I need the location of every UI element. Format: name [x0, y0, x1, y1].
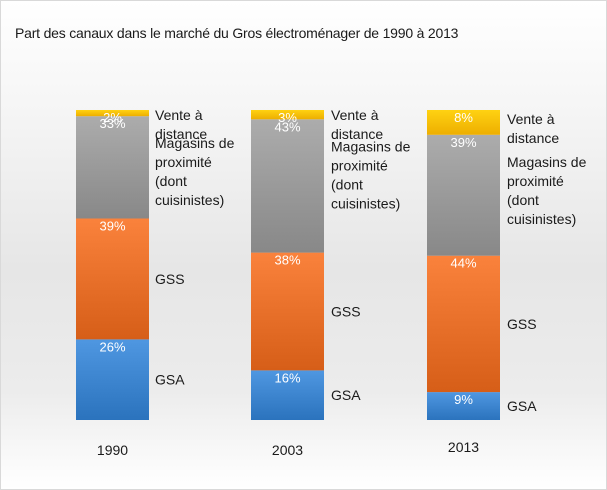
- x-tick-label: 1990: [97, 442, 128, 458]
- bar-segment-2003-1: [251, 252, 324, 371]
- data-label: 39%: [450, 135, 476, 150]
- series-label: proximité: [507, 173, 564, 189]
- bar-segment-1990-3: [76, 110, 149, 117]
- bar-segment-1990-2: [76, 116, 149, 219]
- series-label: proximité: [155, 154, 212, 170]
- series-label: Magasins de: [331, 138, 411, 154]
- bar-segment-1990-0: [76, 339, 149, 420]
- bar-segment-2003-2: [251, 119, 324, 253]
- bar-segment-2013-2: [427, 134, 500, 256]
- series-label: Magasins de: [507, 154, 587, 170]
- series-label: Vente à: [155, 107, 203, 123]
- series-label: Vente à: [507, 111, 555, 127]
- series-label: cuisinistes): [155, 192, 224, 208]
- series-label: proximité: [331, 157, 388, 173]
- data-label: 9%: [454, 392, 473, 407]
- series-label: GSA: [507, 398, 537, 414]
- series-label: (dont: [331, 176, 363, 192]
- series-label: (dont: [155, 173, 187, 189]
- bar-segment-1990-1: [76, 218, 149, 340]
- data-label: 16%: [274, 370, 300, 385]
- series-label: GSA: [331, 387, 361, 403]
- series-label: distance: [155, 126, 207, 142]
- series-label: distance: [507, 130, 559, 146]
- series-label: Magasins de: [155, 135, 235, 151]
- bar-segment-2013-3: [427, 110, 500, 135]
- series-label: GSS: [507, 316, 537, 332]
- data-label: 2%: [103, 110, 122, 125]
- bar-segment-2013-0: [427, 392, 500, 420]
- series-label: GSS: [155, 271, 185, 287]
- x-tick-label: 2003: [272, 442, 303, 458]
- series-label: distance: [331, 126, 383, 142]
- data-label: 43%: [274, 119, 300, 134]
- series-label: (dont: [507, 192, 539, 208]
- series-label: cuisinistes): [507, 211, 576, 227]
- data-label: 38%: [274, 253, 300, 268]
- data-label: 44%: [450, 256, 476, 271]
- series-label: cuisinistes): [331, 195, 400, 211]
- series-label: Vente à: [331, 107, 379, 123]
- data-label: 8%: [454, 110, 473, 125]
- chart-title: Part des canaux dans le marché du Gros é…: [15, 25, 459, 41]
- bar-segment-2003-0: [251, 370, 324, 420]
- series-label: GSA: [155, 372, 185, 388]
- bar-segment-2003-3: [251, 110, 324, 120]
- data-label: 33%: [99, 116, 125, 131]
- series-label: GSS: [331, 304, 361, 320]
- bar-segment-2013-1: [427, 255, 500, 393]
- data-label: 26%: [99, 339, 125, 354]
- x-tick-label: 2013: [448, 439, 479, 455]
- data-label: 3%: [278, 110, 297, 125]
- data-label: 39%: [99, 219, 125, 234]
